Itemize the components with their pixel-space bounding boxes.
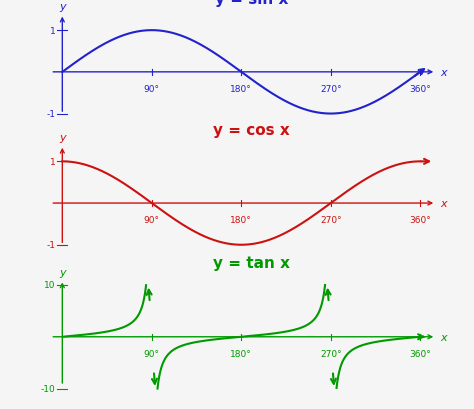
Text: 180°: 180° — [230, 349, 252, 358]
Text: y: y — [59, 267, 65, 277]
Text: y: y — [59, 2, 65, 12]
Text: -1: -1 — [46, 110, 55, 119]
Title: y = cos x: y = cos x — [213, 123, 290, 138]
Title: y = sin x: y = sin x — [215, 0, 288, 7]
Text: 270°: 270° — [320, 349, 342, 358]
Text: 90°: 90° — [144, 85, 160, 94]
Text: 360°: 360° — [410, 85, 431, 94]
Text: 1: 1 — [50, 27, 55, 36]
Text: 10: 10 — [44, 281, 55, 290]
Text: -1: -1 — [46, 240, 55, 249]
Title: y = tan x: y = tan x — [213, 256, 290, 271]
Text: y: y — [59, 133, 65, 143]
Text: x: x — [440, 332, 447, 342]
Text: x: x — [440, 198, 447, 209]
Text: 180°: 180° — [230, 85, 252, 94]
Text: x: x — [440, 67, 447, 78]
Text: 270°: 270° — [320, 216, 342, 225]
Text: 90°: 90° — [144, 349, 160, 358]
Text: 360°: 360° — [410, 216, 431, 225]
Text: 1: 1 — [50, 157, 55, 166]
Text: 90°: 90° — [144, 216, 160, 225]
Text: -10: -10 — [41, 384, 55, 393]
Text: 360°: 360° — [410, 349, 431, 358]
Text: 270°: 270° — [320, 85, 342, 94]
Text: 180°: 180° — [230, 216, 252, 225]
